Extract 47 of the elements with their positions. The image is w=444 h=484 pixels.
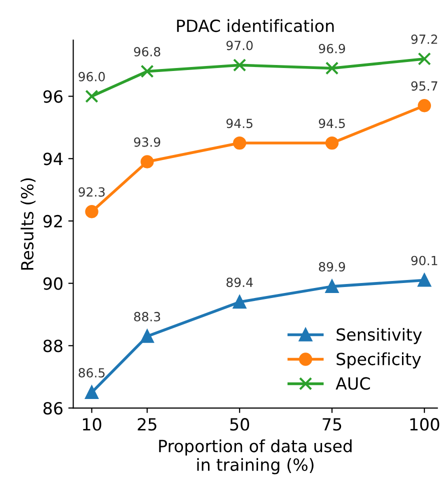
point — [85, 205, 98, 218]
point — [140, 155, 154, 168]
x-tick-label: 75 — [322, 418, 342, 431]
data-label: 97.0 — [226, 40, 253, 50]
point — [85, 90, 98, 103]
point — [232, 295, 246, 309]
data-label: 88.3 — [134, 312, 160, 322]
y-tick-label: 90 — [43, 277, 62, 290]
point — [418, 274, 432, 287]
y-tick-label: 88 — [43, 340, 62, 352]
y-tick-label: 96 — [43, 90, 62, 103]
data-label: 89.4 — [226, 278, 253, 288]
point — [325, 62, 339, 75]
point — [140, 330, 154, 343]
data-label: 94.5 — [318, 118, 345, 128]
data-label: 96.9 — [318, 44, 346, 54]
point — [140, 64, 154, 78]
x-tick-label: 10 — [82, 418, 102, 431]
y-tick-label: 86 — [43, 402, 62, 415]
data-label: 89.9 — [318, 262, 346, 272]
data-label: 86.5 — [78, 368, 105, 378]
legend-label: AUC — [336, 377, 370, 390]
point — [418, 99, 432, 112]
y-axis-title: Results (%) — [20, 178, 36, 270]
x-axis-title: Proportion of data used in training (%) — [159, 439, 352, 474]
point — [85, 386, 98, 400]
data-label: 96.8 — [134, 46, 160, 56]
y-tick-label: 92 — [43, 214, 62, 228]
point — [232, 136, 246, 150]
x-tick-label: 100 — [410, 418, 440, 431]
data-label: 93.9 — [134, 137, 160, 147]
data-label: 92.3 — [78, 187, 105, 197]
data-label: 96.0 — [78, 72, 105, 82]
data-label: 90.1 — [411, 256, 438, 266]
point — [232, 58, 246, 72]
y-tick-label: 94 — [43, 152, 63, 166]
point — [325, 136, 339, 150]
legend-label: Specificity — [336, 352, 421, 369]
point — [325, 280, 339, 294]
x-tick-label: 25 — [138, 418, 156, 431]
x-tick-label: 50 — [230, 418, 250, 431]
data-label: 97.2 — [411, 34, 438, 44]
data-label: 94.5 — [226, 118, 252, 128]
point — [418, 52, 432, 66]
data-label: 95.7 — [411, 81, 438, 91]
chart-title: PDAC identification — [177, 19, 334, 32]
legend-label: Sensitivity — [336, 328, 422, 344]
